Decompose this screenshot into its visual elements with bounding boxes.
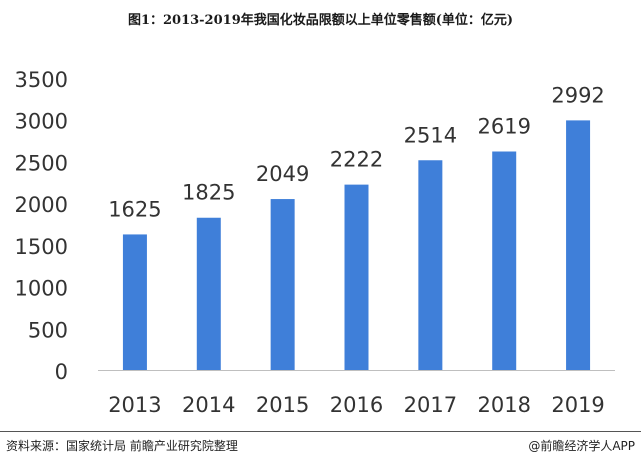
bar-2018: [492, 151, 517, 370]
x-axis: 2013 2014 2015 2016 2017 2018 2019: [108, 393, 605, 417]
bar-2016: [344, 184, 369, 370]
data-label-2019: 2992: [551, 83, 604, 107]
bar-2013: [122, 234, 147, 370]
data-label-2018: 2619: [477, 115, 530, 139]
x-tick-label-2018: 2018: [477, 393, 530, 417]
data-label-2015: 2049: [256, 162, 309, 186]
bar-2017: [418, 160, 443, 370]
bar-2014: [196, 217, 221, 370]
y-tick-label: 500: [28, 318, 68, 342]
y-tick-label: 0: [55, 360, 68, 384]
data-labels: 1625 1825 2049 2222 2514 2619 2992: [108, 83, 605, 221]
x-tick-label-2019: 2019: [551, 393, 604, 417]
y-tick-label: 3000: [15, 110, 68, 134]
x-tick-label-2015: 2015: [256, 393, 309, 417]
data-label-2016: 2222: [330, 148, 383, 172]
source-note: 资料来源：国家统计局 前瞻产业研究院整理: [6, 439, 238, 453]
bars: [122, 120, 591, 370]
footer-divider: [0, 431, 641, 432]
data-label-2013: 1625: [108, 197, 161, 221]
x-tick-label-2016: 2016: [330, 393, 383, 417]
chart-title: 图1：2013-2019年我国化妆品限额以上单位零售额(单位：亿元): [127, 13, 514, 28]
y-tick-label: 1000: [15, 277, 68, 301]
y-tick-label: 2500: [15, 151, 68, 175]
y-axis: 0 500 1000 1500 2000 2500 3000 3500: [15, 68, 68, 384]
data-label-2014: 1825: [182, 181, 235, 205]
x-tick-label-2017: 2017: [404, 393, 457, 417]
x-tick-label-2014: 2014: [182, 393, 235, 417]
y-tick-label: 1500: [15, 235, 68, 259]
data-label-2017: 2514: [404, 123, 457, 147]
bar-2019: [566, 120, 591, 370]
y-tick-label: 2000: [15, 193, 68, 217]
bar-2015: [270, 199, 295, 370]
x-tick-label-2013: 2013: [108, 393, 161, 417]
bar-chart: 0 500 1000 1500 2000 2500 3000 3500 1625 1825 204…: [15, 68, 615, 417]
credit-note: @前瞻经济学人APP: [528, 439, 635, 453]
y-tick-label: 3500: [15, 68, 68, 92]
